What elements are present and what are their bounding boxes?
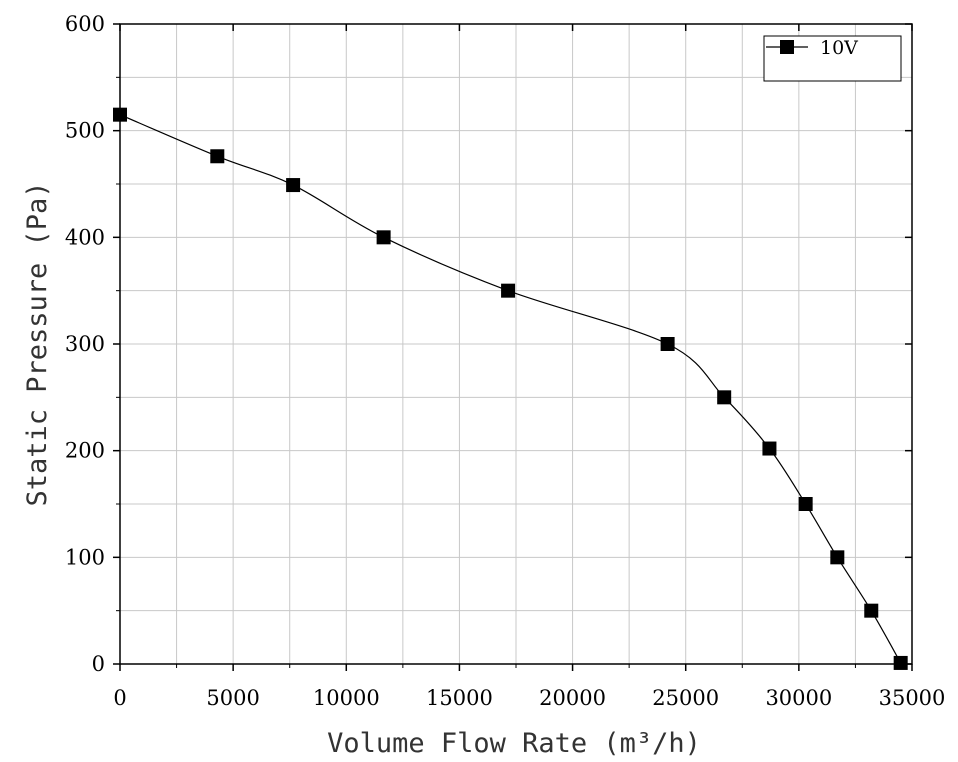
data-point-10v [893,655,908,670]
x-tick-label: 10000 [313,686,380,710]
data-point-10v [660,337,675,351]
x-tick-label: 25000 [652,686,719,710]
x-tick-label: 30000 [765,686,832,710]
y-tick-label: 100 [65,545,105,569]
y-tick-label: 500 [65,119,105,143]
x-tick-label: 5000 [206,686,259,710]
x-tick-label: 0 [113,686,126,710]
y-tick-label: 600 [65,12,105,36]
x-axis-title: Volume Flow Rate (m³/h) [327,728,701,759]
y-tick-label: 300 [65,332,105,356]
data-point-10v [286,178,301,193]
series-markers [113,107,908,670]
data-point-10v [113,107,127,122]
data-point-10v [798,497,813,511]
y-tick-label: 200 [65,439,105,463]
y-tick-label: 400 [65,225,105,249]
data-point-10v [501,283,516,298]
legend-label: 10V [820,37,858,59]
grid [120,24,912,664]
y-axis-title: Static Pressure (Pa) [22,181,53,506]
x-tick-label: 35000 [879,686,946,710]
data-point-10v [830,550,845,565]
data-point-10v [864,603,879,618]
y-tick-labels: 0 100 200 300 400 500 600 [65,12,105,676]
legend-marker [780,40,794,54]
y-tick-label: 0 [92,652,105,676]
data-point-10v [717,390,732,405]
data-point-10v [210,149,225,164]
legend: 10V [763,35,902,82]
x-tick-label: 20000 [539,686,606,710]
data-point-10v [762,441,777,456]
data-point-10v [376,230,391,245]
x-tick-label: 15000 [426,686,493,710]
x-tick-labels: 0 5000 10000 15000 20000 25000 30000 35000 [113,686,945,710]
axis-ticks [113,23,913,671]
